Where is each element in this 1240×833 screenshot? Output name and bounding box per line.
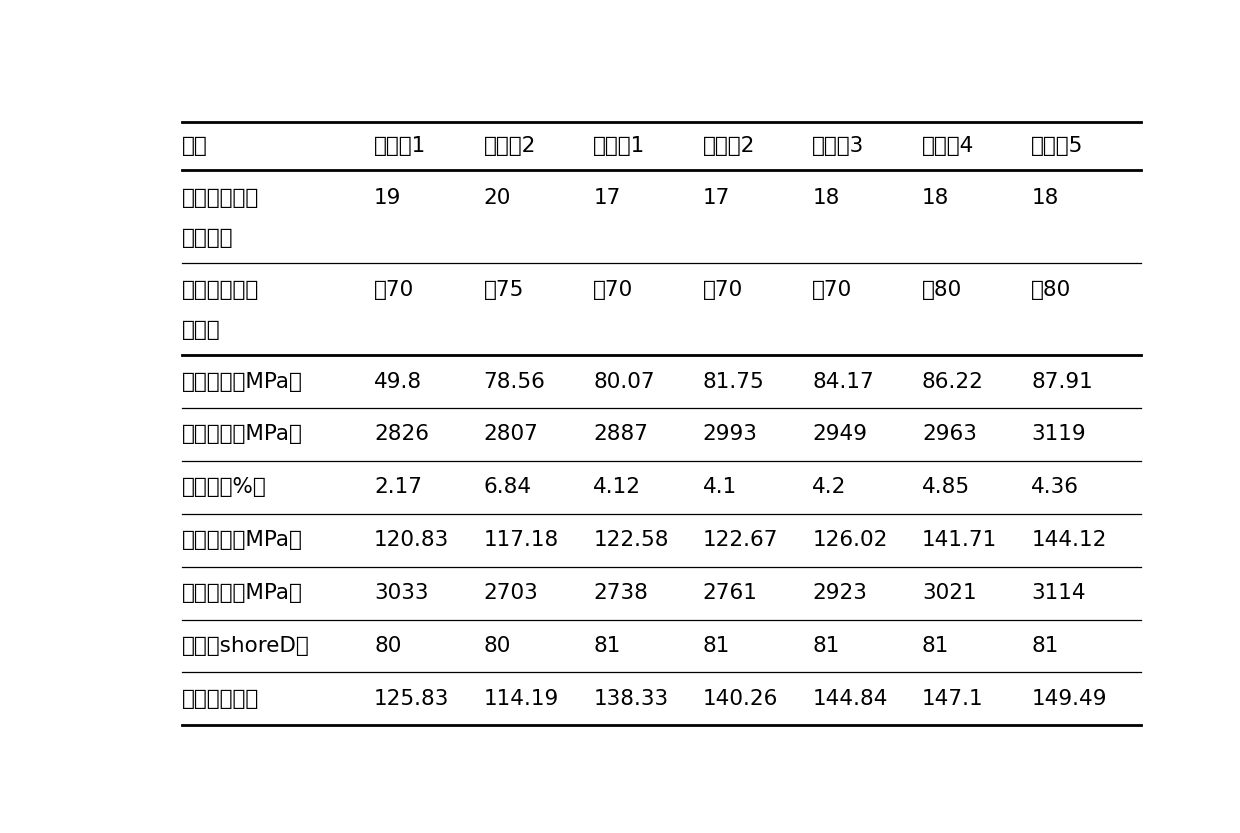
Text: 17: 17 <box>593 187 620 207</box>
Text: 120.83: 120.83 <box>374 531 449 551</box>
Text: （分钟）: （分钟） <box>182 227 233 247</box>
Text: （秒）: （秒） <box>182 320 221 340</box>
Text: 149.49: 149.49 <box>1032 689 1107 709</box>
Text: 弯曲模量（MPa）: 弯曲模量（MPa） <box>182 583 303 603</box>
Text: 140.26: 140.26 <box>703 689 779 709</box>
Text: 81: 81 <box>921 636 950 656</box>
Text: 144.84: 144.84 <box>812 689 888 709</box>
Text: 约80: 约80 <box>921 281 962 301</box>
Text: 3021: 3021 <box>921 583 977 603</box>
Text: 4.36: 4.36 <box>1032 477 1080 497</box>
Text: 20: 20 <box>484 187 511 207</box>
Text: 126.02: 126.02 <box>812 531 888 551</box>
Text: 4.85: 4.85 <box>921 477 970 497</box>
Text: 49.8: 49.8 <box>374 372 423 392</box>
Text: 常温凝胶时间: 常温凝胶时间 <box>182 187 259 207</box>
Text: 80: 80 <box>484 636 511 656</box>
Text: 2963: 2963 <box>921 425 977 445</box>
Text: 硬度（shoreD）: 硬度（shoreD） <box>182 636 310 656</box>
Text: 81: 81 <box>1032 636 1059 656</box>
Text: 2923: 2923 <box>812 583 867 603</box>
Text: 拉伸强度（MPa）: 拉伸强度（MPa） <box>182 372 303 392</box>
Text: 实施例4: 实施例4 <box>921 137 975 157</box>
Text: 2.17: 2.17 <box>374 477 422 497</box>
Text: 伸长率（%）: 伸长率（%） <box>182 477 267 497</box>
Text: 87.91: 87.91 <box>1032 372 1094 392</box>
Text: 81: 81 <box>593 636 620 656</box>
Text: 项目: 项目 <box>182 137 207 157</box>
Text: 2738: 2738 <box>593 583 649 603</box>
Text: 约80: 约80 <box>1032 281 1071 301</box>
Text: 4.12: 4.12 <box>593 477 641 497</box>
Text: 80.07: 80.07 <box>593 372 655 392</box>
Text: 实施例2: 实施例2 <box>703 137 755 157</box>
Text: 拉伸模量（MPa）: 拉伸模量（MPa） <box>182 425 303 445</box>
Text: 138.33: 138.33 <box>593 689 668 709</box>
Text: 81: 81 <box>812 636 839 656</box>
Text: 约70: 约70 <box>374 281 414 301</box>
Text: 6.84: 6.84 <box>484 477 532 497</box>
Text: 对比例1: 对比例1 <box>374 137 427 157</box>
Text: 17: 17 <box>703 187 730 207</box>
Text: 144.12: 144.12 <box>1032 531 1107 551</box>
Text: 3114: 3114 <box>1032 583 1086 603</box>
Text: 81.75: 81.75 <box>703 372 765 392</box>
Text: 86.22: 86.22 <box>921 372 983 392</box>
Text: 18: 18 <box>812 187 839 207</box>
Text: 2761: 2761 <box>703 583 758 603</box>
Text: 玻璃转化温度: 玻璃转化温度 <box>182 689 259 709</box>
Text: 2993: 2993 <box>703 425 758 445</box>
Text: 81: 81 <box>703 636 730 656</box>
Text: 4.2: 4.2 <box>812 477 847 497</box>
Text: 84.17: 84.17 <box>812 372 874 392</box>
Text: 实施例3: 实施例3 <box>812 137 864 157</box>
Text: 3033: 3033 <box>374 583 429 603</box>
Text: 147.1: 147.1 <box>921 689 983 709</box>
Text: 实施例1: 实施例1 <box>593 137 646 157</box>
Text: 18: 18 <box>921 187 950 207</box>
Text: 18: 18 <box>1032 187 1059 207</box>
Text: 2949: 2949 <box>812 425 867 445</box>
Text: 125.83: 125.83 <box>374 689 449 709</box>
Text: 约70: 约70 <box>593 281 634 301</box>
Text: 117.18: 117.18 <box>484 531 559 551</box>
Text: 约70: 约70 <box>703 281 743 301</box>
Text: 122.58: 122.58 <box>593 531 668 551</box>
Text: 弯曲强度（MPa）: 弯曲强度（MPa） <box>182 531 303 551</box>
Text: 对比例2: 对比例2 <box>484 137 536 157</box>
Text: 19: 19 <box>374 187 402 207</box>
Text: 4.1: 4.1 <box>703 477 737 497</box>
Text: 2887: 2887 <box>593 425 649 445</box>
Text: 约75: 约75 <box>484 281 525 301</box>
Text: 114.19: 114.19 <box>484 689 559 709</box>
Text: 78.56: 78.56 <box>484 372 546 392</box>
Text: 实施例5: 实施例5 <box>1032 137 1084 157</box>
Text: 80: 80 <box>374 636 402 656</box>
Text: 141.71: 141.71 <box>921 531 997 551</box>
Text: 3119: 3119 <box>1032 425 1086 445</box>
Text: 122.67: 122.67 <box>703 531 779 551</box>
Text: 2703: 2703 <box>484 583 538 603</box>
Text: 2826: 2826 <box>374 425 429 445</box>
Text: 2807: 2807 <box>484 425 538 445</box>
Text: 约70: 约70 <box>812 281 853 301</box>
Text: 高温凝胶时间: 高温凝胶时间 <box>182 281 259 301</box>
